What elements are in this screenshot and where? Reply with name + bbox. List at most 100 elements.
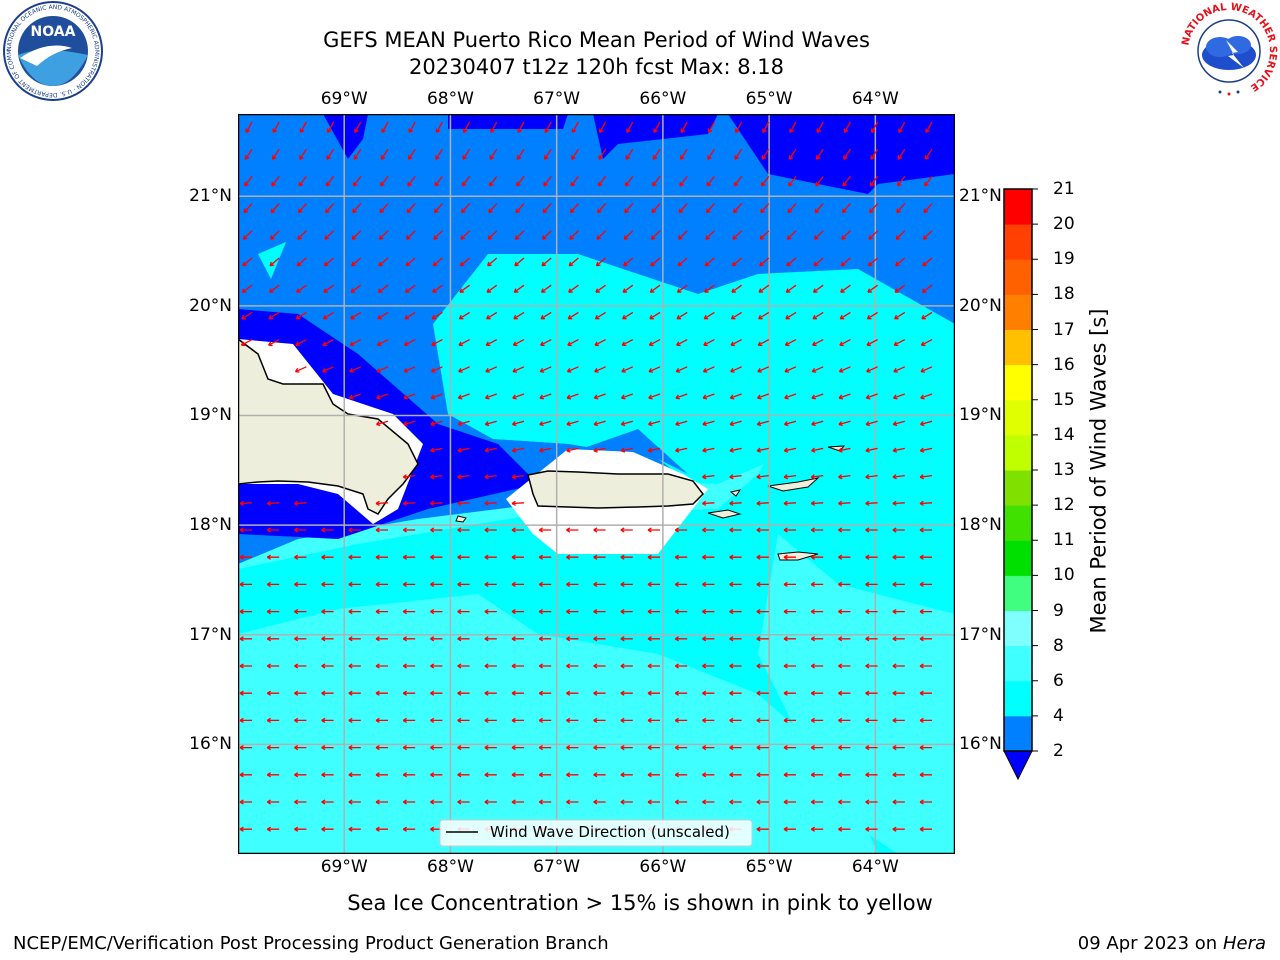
wind-wave-arrow [812, 339, 824, 347]
wind-wave-arrow [702, 527, 715, 533]
wind-wave-arrow [813, 230, 824, 240]
wind-wave-arrow [621, 339, 634, 347]
wind-wave-arrow [756, 826, 769, 832]
wind-wave-arrow [893, 393, 906, 400]
wind-wave-arrow [538, 663, 552, 669]
wind-wave-arrow [266, 636, 280, 642]
wind-wave-arrow [812, 284, 824, 293]
wind-wave-arrow [756, 744, 769, 751]
wind-wave-arrow [811, 447, 824, 453]
colorbar-segment [1004, 680, 1032, 717]
wind-wave-arrow [266, 663, 280, 669]
wind-wave-arrow [678, 203, 688, 214]
longitude-tick-label: 66°W [639, 857, 687, 877]
wind-wave-arrow [375, 636, 388, 642]
wind-wave-arrow [377, 311, 389, 320]
wind-wave-arrow [702, 772, 715, 778]
wind-wave-arrow [838, 608, 851, 615]
wind-wave-arrow [922, 257, 933, 267]
wind-wave-arrow [321, 527, 334, 533]
wind-wave-arrow [348, 799, 361, 805]
colorbar-tick-label: 14 [1053, 424, 1075, 445]
wind-wave-arrow [761, 148, 770, 160]
wind-wave-arrow [840, 257, 851, 267]
footer-machine: Hera [1222, 933, 1266, 954]
wind-wave-arrow [702, 474, 715, 480]
wind-wave-arrow [511, 581, 524, 588]
wind-wave-arrow [294, 826, 307, 832]
wind-wave-arrow [511, 474, 525, 480]
sea-ice-caption: Sea Ice Concentration > 15% is shown in … [347, 891, 933, 915]
wind-wave-arrow [920, 393, 933, 400]
wind-wave-arrow [566, 366, 579, 373]
wind-wave-arrow [244, 176, 253, 187]
wind-wave-arrow [325, 176, 335, 187]
wind-wave-arrow [647, 447, 661, 453]
wind-wave-arrow [620, 663, 633, 669]
wind-wave-arrow [896, 176, 906, 187]
wind-wave-arrow [538, 690, 552, 696]
graticule-grid [238, 114, 955, 854]
wind-wave-arrow [512, 366, 525, 373]
wind-wave-arrow [294, 527, 307, 533]
wind-wave-arrow [865, 744, 878, 751]
wind-wave-arrow [702, 420, 715, 427]
wind-wave-arrow [676, 284, 688, 293]
puerto-rico-land [527, 470, 704, 509]
wind-wave-arrow [838, 717, 851, 724]
wind-wave-arrow [484, 554, 497, 560]
wind-wave-arrow [239, 799, 252, 805]
wind-wave-arrow [321, 690, 334, 696]
wind-wave-arrow [266, 772, 280, 778]
wind-wave-arrow [897, 148, 906, 160]
wind-wave-arrow [402, 554, 416, 560]
wind-wave-arrow [732, 230, 743, 240]
wind-wave-arrow [266, 554, 280, 560]
wind-wave-arrow [294, 772, 307, 778]
wind-wave-arrow [517, 121, 525, 134]
wind-wave-arrow [892, 581, 905, 588]
wind-wave-arrow [294, 366, 307, 373]
wind-wave-arrow [402, 772, 416, 778]
wind-wave-arrow [893, 366, 906, 373]
wind-wave-arrow [729, 608, 742, 615]
wind-wave-arrow [239, 690, 252, 696]
wind-wave-arrow [784, 393, 797, 400]
wind-wave-arrow [268, 284, 280, 293]
wind-wave-arrow [810, 554, 824, 560]
wind-wave-arrow [702, 744, 715, 751]
wind-wave-arrow [675, 366, 688, 373]
wind-wave-arrow [650, 257, 661, 267]
wind-wave-arrow [402, 581, 416, 588]
wind-wave-arrow [541, 230, 552, 240]
wind-wave-arrow [674, 744, 688, 751]
wind-wave-arrow [511, 608, 524, 615]
wind-wave-arrow [294, 690, 307, 696]
colorbar-segment [1004, 399, 1032, 436]
longitude-tick-label: 69°W [320, 857, 368, 877]
wind-wave-arrow [896, 203, 906, 214]
wind-wave-arrow [241, 284, 253, 293]
wind-wave-arrow [511, 690, 524, 696]
colorbar-segment [1004, 505, 1032, 541]
wind-wave-arrow [299, 121, 307, 134]
wind-wave-arrow [566, 447, 579, 453]
wind-wave-arrow [730, 311, 742, 320]
wind-wave-arrow [570, 176, 579, 187]
wind-wave-arrow [484, 663, 497, 669]
wind-wave-arrow [620, 554, 633, 560]
wind-wave-arrow [321, 663, 334, 669]
wind-wave-arrow [593, 636, 606, 642]
wind-wave-arrow [511, 420, 525, 427]
wind-wave-arrow [647, 608, 660, 615]
wind-wave-arrow [404, 339, 416, 347]
wind-wave-arrow [919, 474, 933, 480]
wind-wave-arrow [595, 257, 607, 267]
wind-wave-arrow [516, 176, 525, 187]
wind-wave-arrow [566, 772, 579, 778]
wind-wave-arrow [348, 772, 361, 778]
wind-wave-arrow [921, 311, 933, 320]
wind-wave-arrow [870, 121, 879, 134]
wind-wave-arrow [487, 257, 498, 267]
colorbar-tick-label: 16 [1053, 354, 1075, 375]
